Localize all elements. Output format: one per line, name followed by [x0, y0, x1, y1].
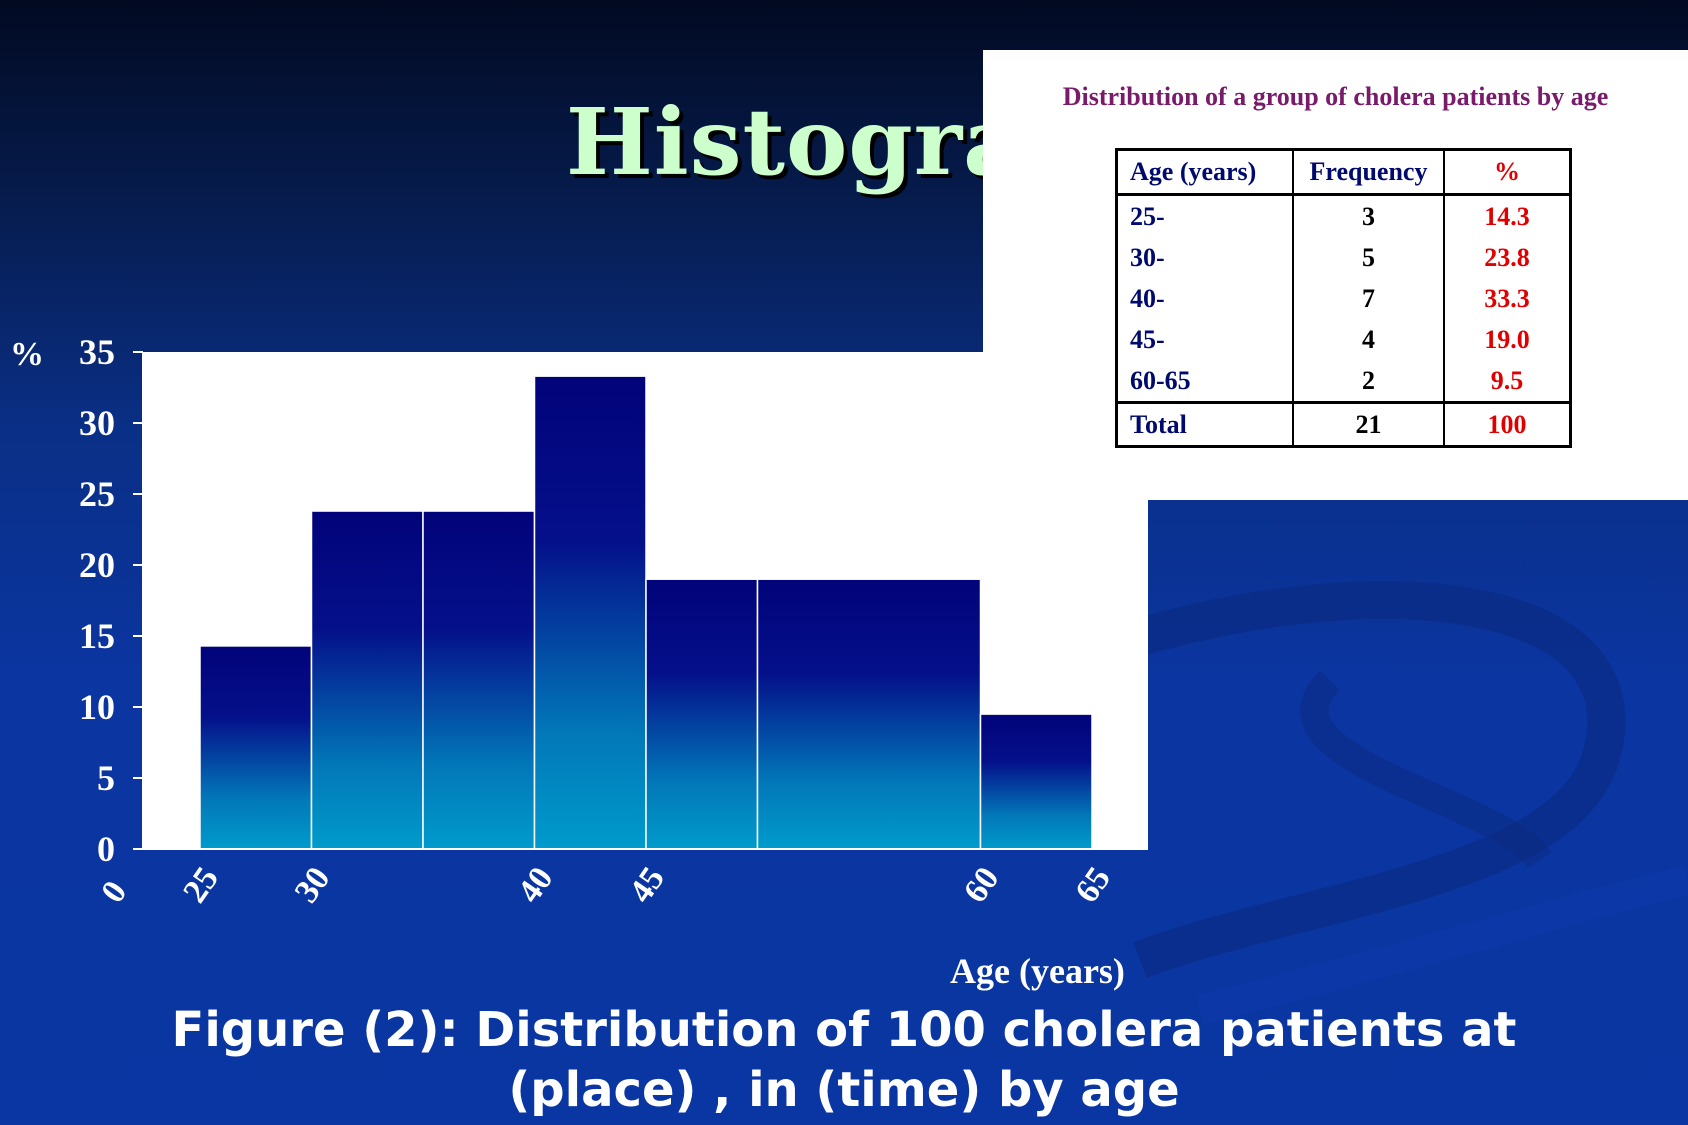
header-frequency: Frequency: [1292, 149, 1444, 196]
cell-age: 25-: [1115, 194, 1293, 237]
table-header-row: Age (years) Frequency %: [1115, 149, 1571, 196]
table-row: 30- 5 23.8: [1115, 237, 1571, 278]
cell-percent: 9.5: [1443, 360, 1571, 403]
header-percent: %: [1443, 149, 1571, 196]
cell-total-label: Total: [1115, 401, 1293, 447]
cell-percent: 23.8: [1443, 237, 1571, 278]
table-row: 25- 3 14.3: [1115, 194, 1571, 237]
cell-percent: 33.3: [1443, 278, 1571, 319]
x-tick-label: 65: [1068, 861, 1118, 910]
histogram-bar: [645, 578, 759, 850]
x-tick-label: 25: [176, 861, 226, 910]
cell-frequency: 2: [1292, 360, 1444, 403]
table-row: 40- 7 33.3: [1115, 278, 1571, 319]
histogram-bar: [199, 645, 313, 850]
x-tick-label: 30: [288, 861, 338, 910]
y-tick-label: 20: [79, 545, 115, 585]
table-row: 60-65 2 9.5: [1115, 360, 1571, 403]
y-tick-label: 25: [79, 474, 115, 514]
y-tick-label: 0: [97, 829, 115, 869]
y-tick-label: 35: [79, 332, 115, 372]
histogram-bar: [310, 510, 424, 850]
y-tick-label: 10: [79, 687, 115, 727]
x-tick-label: 60: [957, 861, 1007, 910]
figure-caption: Figure (2): Distribution of 100 cholera …: [0, 1000, 1688, 1120]
table-row: 45- 4 19.0: [1115, 319, 1571, 360]
cell-percent: 19.0: [1443, 319, 1571, 360]
cell-frequency: 7: [1292, 278, 1444, 319]
y-tick-label: 30: [79, 403, 115, 443]
y-tick-label: 15: [79, 616, 115, 656]
table-title: Distribution of a group of cholera patie…: [1062, 82, 1609, 111]
cell-total-percent: 100: [1443, 401, 1571, 447]
cell-age: 30-: [1115, 237, 1293, 278]
x-tick-label: 40: [511, 861, 561, 910]
x-tick-label: 45: [622, 861, 672, 910]
histogram-bar: [979, 713, 1093, 850]
caption-line-2: (place) , in (time) by age: [508, 1062, 1180, 1118]
frequency-table: Age (years) Frequency % 25- 3 14.3 30- 5…: [1115, 148, 1572, 448]
caption-line-1: Figure (2): Distribution of 100 cholera …: [171, 1002, 1517, 1058]
header-age: Age (years): [1115, 149, 1293, 196]
table-total-row: Total 21 100: [1115, 401, 1571, 447]
y-axis-unit-label: %: [10, 336, 44, 373]
cell-age: 60-65: [1115, 360, 1293, 403]
histogram-bar: [422, 510, 536, 850]
cell-age: 40-: [1115, 278, 1293, 319]
frequency-table-panel: Distribution of a group of cholera patie…: [983, 50, 1688, 500]
cell-age: 45-: [1115, 319, 1293, 360]
histogram-bar: [756, 578, 982, 850]
histogram-bar: [533, 375, 647, 850]
cell-frequency: 4: [1292, 319, 1444, 360]
cell-total-frequency: 21: [1292, 401, 1444, 447]
cell-percent: 14.3: [1443, 194, 1571, 237]
x-tick-label: 0: [94, 874, 134, 909]
cell-frequency: 3: [1292, 194, 1444, 237]
cell-frequency: 5: [1292, 237, 1444, 278]
y-tick-label: 5: [97, 758, 115, 798]
x-axis-label: Age (years): [950, 951, 1125, 991]
